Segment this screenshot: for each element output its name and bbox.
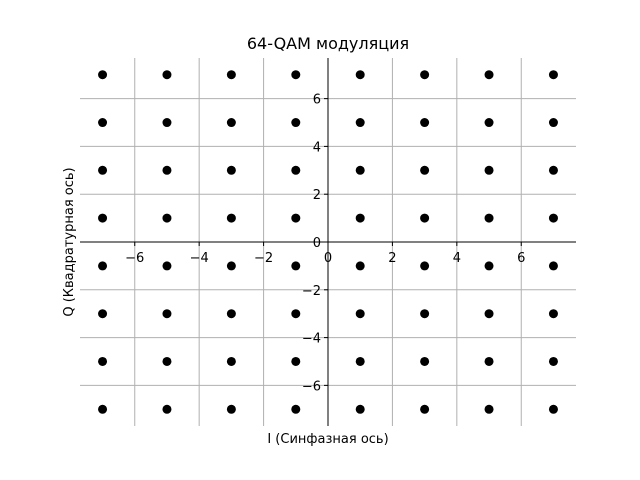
constellation-point [420,356,430,366]
constellation-point [226,261,236,271]
constellation-point [98,261,108,271]
constellation-point [226,404,236,414]
constellation-point [98,309,108,319]
constellation-point [420,404,430,414]
constellation-point [420,309,430,319]
constellation-point [291,404,301,414]
constellation-point [98,165,108,175]
constellation-point [355,165,365,175]
constellation-point [420,165,430,175]
constellation-point [226,356,236,366]
constellation-point [98,213,108,223]
y-tick-label: 0 [313,236,321,251]
constellation-point [420,261,430,271]
constellation-point [291,356,301,366]
constellation-point [548,213,558,223]
constellation-point [162,70,172,80]
constellation-point [98,70,108,80]
y-axis-label: Q (Квадратурная ось) [62,167,77,316]
constellation-point [548,356,558,366]
constellation-point [548,261,558,271]
constellation-point [291,118,301,128]
constellation-point [420,213,430,223]
constellation-point [162,404,172,414]
constellation-point [484,70,494,80]
constellation-point [291,261,301,271]
y-tick-label: −6 [302,379,321,394]
y-tick-label: −4 [302,332,321,347]
tick-labels: −6 −4 −2 0 2 4 6 −6 −4 −2 0 2 4 6 [125,93,525,395]
axes [80,58,576,426]
constellation-point [291,70,301,80]
constellation-point [548,309,558,319]
constellation-point [162,213,172,223]
constellation-point [484,118,494,128]
constellation-point [355,356,365,366]
constellation-point [484,309,494,319]
x-tick-label: −4 [190,251,209,266]
y-tick-label: 4 [313,140,321,155]
constellation-point [484,213,494,223]
constellation-point [291,309,301,319]
constellation-point [355,261,365,271]
constellation-point [548,118,558,128]
constellation-point [291,213,301,223]
constellation-point [98,404,108,414]
constellation-point [548,404,558,414]
constellation-point [98,356,108,366]
y-tick-label: 6 [313,93,321,108]
constellation-point [484,356,494,366]
constellation-point [162,118,172,128]
chart-title: 64-QAM модуляция [247,34,409,53]
constellation-point [226,70,236,80]
constellation-point [162,261,172,271]
constellation-point [548,165,558,175]
x-tick-label: −2 [254,251,273,266]
constellation-point [420,118,430,128]
constellation-point [355,118,365,128]
x-tick-label: 0 [324,251,332,266]
constellation-point [226,165,236,175]
x-axis-label: I (Синфазная ось) [267,432,388,447]
constellation-point [162,165,172,175]
constellation-point [226,213,236,223]
constellation-point [548,70,558,80]
y-tick-label: 2 [313,188,321,203]
constellation-point [355,309,365,319]
constellation-point [98,118,108,128]
constellation-point [291,165,301,175]
x-tick-label: 6 [517,251,525,266]
constellation-point [420,70,430,80]
constellation-point [226,309,236,319]
constellation-point [484,165,494,175]
x-tick-label: 4 [453,251,461,266]
constellation-point [162,356,172,366]
constellation-point [484,404,494,414]
constellation-point [162,309,172,319]
y-tick-label: −2 [302,284,321,299]
data-points [98,70,558,414]
constellation-point [226,118,236,128]
constellation-point [355,404,365,414]
x-tick-label: −6 [125,251,144,266]
constellation-point [355,213,365,223]
constellation-point [355,70,365,80]
constellation-point [484,261,494,271]
x-tick-label: 2 [388,251,396,266]
